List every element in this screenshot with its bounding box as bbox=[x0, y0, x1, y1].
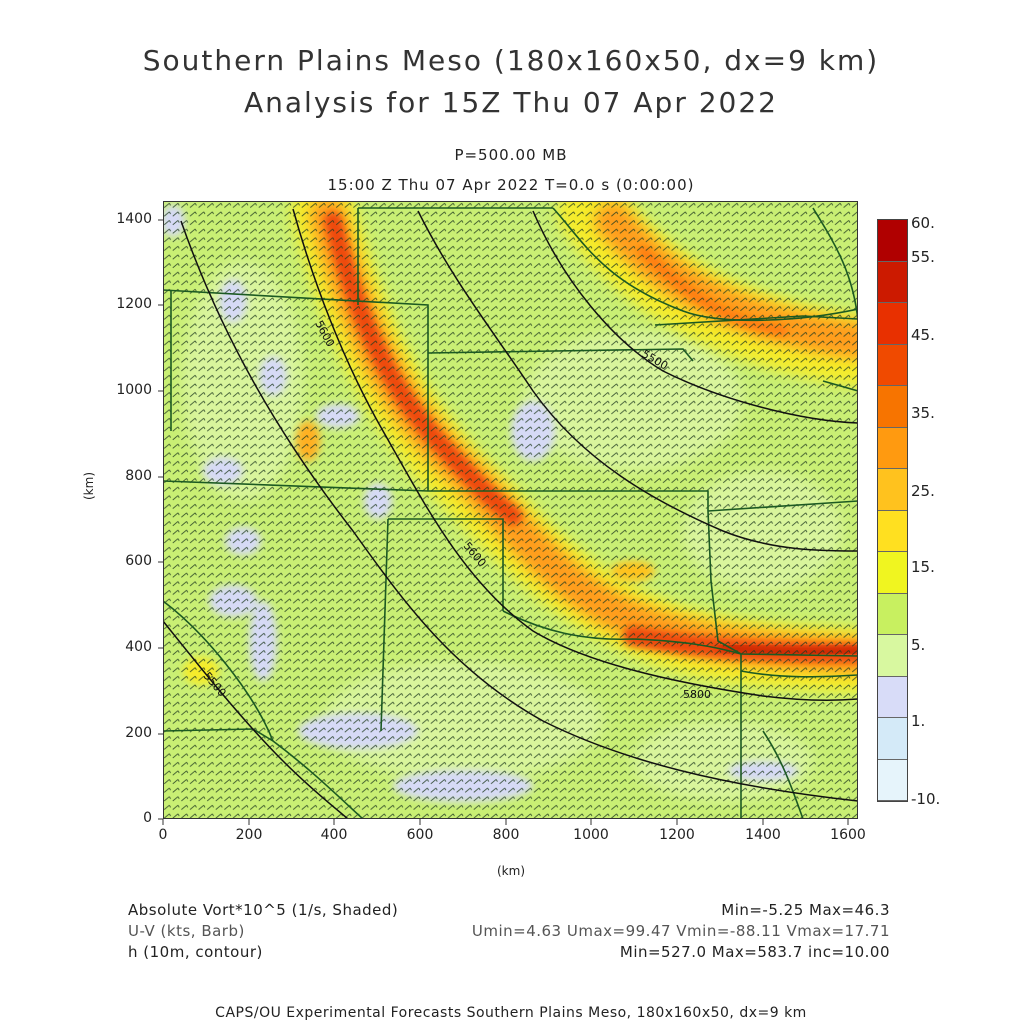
colorbar-swatch bbox=[878, 759, 907, 801]
colorbar bbox=[877, 219, 908, 802]
x-tick-label: 1200 bbox=[659, 827, 695, 843]
colorbar-swatch bbox=[878, 676, 907, 718]
map-title-line2: Analysis for 15Z Thu 07 Apr 2022 bbox=[244, 86, 778, 119]
colorbar-swatch bbox=[878, 469, 907, 511]
x-tick-label: 800 bbox=[492, 827, 520, 843]
x-tick-label: 200 bbox=[235, 827, 263, 843]
colorbar-label: 25. bbox=[911, 482, 935, 500]
field3-name: h (10m, contour) bbox=[128, 943, 263, 961]
axis-tick-marks bbox=[158, 219, 849, 825]
y-tick-label: 400 bbox=[125, 639, 152, 655]
y-tick-label: 1400 bbox=[116, 211, 152, 227]
y-tick-label: 1000 bbox=[116, 382, 152, 398]
x-tick-label: 1600 bbox=[830, 827, 866, 843]
map-title-line1: Southern Plains Meso (180x160x50, dx=9 k… bbox=[142, 44, 880, 77]
height-contours bbox=[163, 208, 858, 819]
y-axis-unit: (km) bbox=[82, 471, 96, 500]
valid-time-label: 15:00 Z Thu 07 Apr 2022 T=0.0 s (0:00:00… bbox=[327, 176, 695, 194]
colorbar-swatch bbox=[878, 718, 907, 760]
colorbar-label: 15. bbox=[911, 558, 935, 576]
x-tick-label: 1400 bbox=[745, 827, 781, 843]
x-tick-label: 600 bbox=[406, 827, 434, 843]
colorbar-label: 35. bbox=[911, 404, 935, 422]
colorbar-swatch bbox=[878, 510, 907, 552]
colorbar-label: 1. bbox=[911, 712, 926, 730]
colorbar-label: 5. bbox=[911, 636, 926, 654]
x-tick-label: 1000 bbox=[573, 827, 609, 843]
y-tick-label: 200 bbox=[125, 725, 152, 741]
colorbar-swatch bbox=[878, 635, 907, 677]
colorbar-label: 45. bbox=[911, 326, 935, 344]
vorticity-map: 5600 5500 5600 5500 5800 5800 bbox=[163, 201, 858, 819]
y-tick-label: 600 bbox=[125, 553, 152, 569]
x-tick-label: 0 bbox=[158, 827, 168, 843]
colorbar-label: 60. bbox=[911, 214, 935, 232]
field1-stats: Min=-5.25 Max=46.3 bbox=[721, 901, 890, 919]
colorbar-swatch bbox=[878, 220, 907, 262]
y-tick-label: 800 bbox=[125, 468, 152, 484]
state-boundaries bbox=[163, 207, 858, 819]
colorbar-swatch bbox=[878, 303, 907, 345]
wind-barbs bbox=[163, 201, 858, 819]
colorbar-swatch bbox=[878, 386, 907, 428]
x-tick-label: 400 bbox=[320, 827, 348, 843]
y-tick-label: 1200 bbox=[116, 296, 152, 312]
credit-line: CAPS/OU Experimental Forecasts Southern … bbox=[215, 1005, 807, 1021]
colorbar-swatch bbox=[878, 552, 907, 594]
contour-label: 5800 bbox=[683, 688, 711, 701]
colorbar-swatch bbox=[878, 427, 907, 469]
field1-name: Absolute Vort*10^5 (1/s, Shaded) bbox=[128, 901, 399, 919]
x-axis-unit: (km) bbox=[497, 864, 526, 878]
colorbar-label: -10. bbox=[911, 790, 941, 808]
colorbar-swatch bbox=[878, 344, 907, 386]
y-tick-label: 0 bbox=[143, 810, 152, 826]
field3-stats: Min=527.0 Max=583.7 inc=10.00 bbox=[619, 943, 890, 961]
colorbar-swatch bbox=[878, 593, 907, 635]
field2-name: U-V (kts, Barb) bbox=[128, 922, 245, 940]
field2-stats: Umin=4.63 Umax=99.47 Vmin=-88.11 Vmax=17… bbox=[471, 922, 890, 940]
colorbar-swatch bbox=[878, 261, 907, 303]
pressure-level-label: P=500.00 MB bbox=[454, 146, 568, 164]
colorbar-label: 55. bbox=[911, 248, 935, 266]
